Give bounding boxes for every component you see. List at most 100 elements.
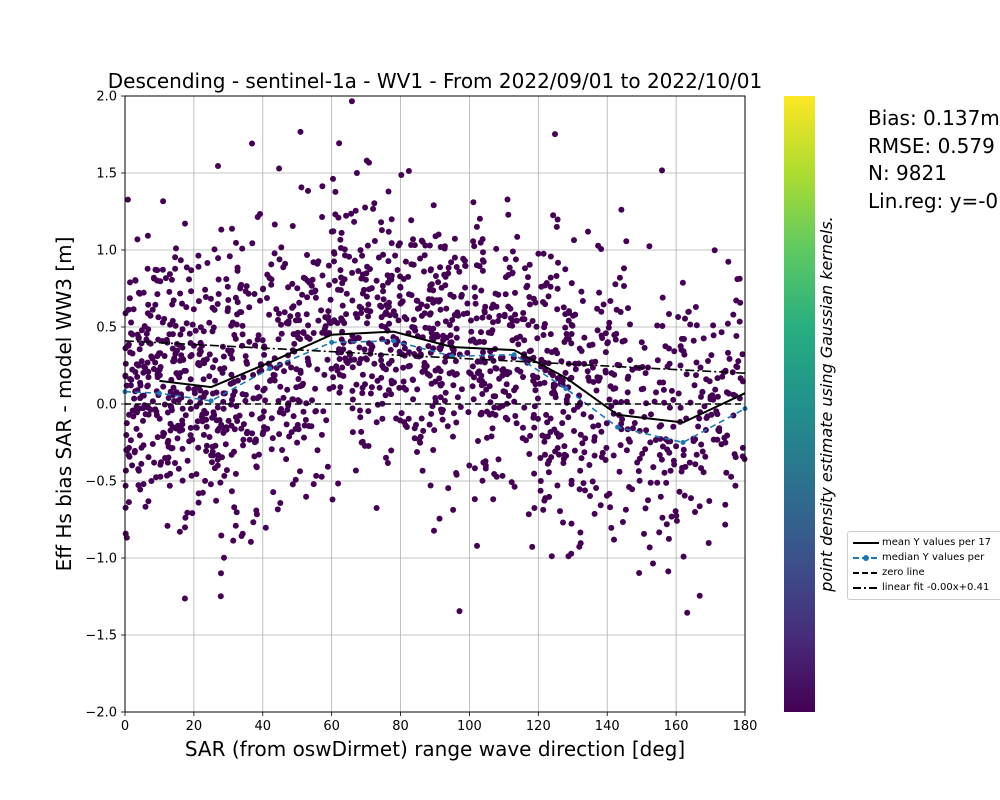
scatter-point	[405, 273, 412, 280]
scatter-point	[468, 328, 475, 335]
scatter-point	[234, 264, 241, 271]
scatter-point	[138, 358, 145, 365]
scatter-point	[568, 280, 575, 287]
y-axis-label: Eff Hs bias SAR - model WW3 [m]	[52, 237, 76, 572]
scatter-point	[251, 439, 258, 446]
scatter-point	[384, 460, 391, 466]
scatter-point	[426, 311, 433, 318]
scatter-point	[702, 453, 709, 460]
scatter-point	[560, 519, 566, 526]
scatter-point	[428, 380, 435, 387]
scatter-point	[305, 361, 312, 368]
scatter-point	[527, 347, 534, 354]
scatter-point	[250, 372, 257, 378]
scatter-point	[248, 411, 255, 418]
scatter-point	[330, 175, 336, 182]
scatter-point	[237, 309, 243, 316]
scatter-point	[432, 273, 439, 279]
scatter-point	[177, 370, 184, 377]
scatter-point	[693, 372, 699, 379]
series-line-3	[124, 340, 746, 374]
scatter-point	[197, 395, 204, 402]
scatter-point	[280, 410, 287, 417]
scatter-point	[158, 459, 165, 466]
y-axis-ticks: −2.0 −1.5 −1.0 −0.5 0.0 0.5 1.0 1.5 2.0	[85, 90, 125, 721]
scatter-point	[149, 398, 156, 405]
scatter-point	[548, 553, 555, 560]
scatter-point	[716, 428, 723, 435]
scatter-point	[678, 335, 685, 342]
scatter-point	[617, 442, 624, 449]
scatter-point	[469, 383, 476, 390]
scatter-point	[314, 447, 321, 454]
scatter-point	[417, 433, 424, 440]
scatter-point	[647, 479, 654, 486]
scatter-point	[642, 505, 649, 512]
scatter-point	[364, 320, 370, 327]
scatter-point	[453, 419, 460, 426]
scatter-point	[552, 131, 558, 138]
scatter-point	[337, 267, 344, 274]
scatter-point	[361, 346, 368, 353]
scatter-point	[700, 335, 707, 342]
scatter-point	[301, 434, 307, 441]
scatter-point	[505, 392, 512, 399]
scatter-point	[232, 470, 239, 477]
scatter-point	[177, 331, 184, 338]
scatter-point	[586, 462, 593, 468]
scatter-point	[137, 379, 144, 386]
scatter-point	[526, 294, 533, 300]
scatter-point	[486, 314, 493, 321]
scatter-point	[402, 258, 409, 265]
scatter-point	[154, 374, 161, 381]
x-tick-label: 120	[526, 719, 551, 734]
scatter-point	[582, 435, 589, 442]
scatter-point	[214, 462, 221, 469]
scatter-point	[161, 430, 168, 437]
scatter-point	[641, 344, 648, 351]
scatter-point	[503, 381, 510, 388]
scatter-point	[603, 420, 610, 427]
scatter-point	[298, 184, 305, 191]
scatter-point	[682, 463, 689, 470]
scatter-point	[148, 478, 155, 484]
scatter-point	[696, 592, 703, 599]
scatter-point	[232, 294, 239, 301]
scatter-point	[519, 435, 526, 442]
scatter-point	[196, 362, 203, 369]
scatter-point	[606, 490, 613, 497]
scatter-point	[328, 365, 335, 372]
scatter-point	[186, 330, 193, 337]
scatter-point	[602, 367, 609, 374]
scatter-point	[327, 320, 334, 327]
scatter-point	[530, 372, 536, 379]
scatter-point	[458, 293, 465, 300]
scatter-point	[607, 298, 614, 304]
scatter-point	[278, 406, 285, 412]
scatter-point	[691, 382, 698, 389]
scatter-point	[438, 409, 445, 416]
scatter-point	[184, 509, 191, 516]
scatter-point	[276, 431, 283, 438]
scatter-point	[714, 375, 721, 382]
scatter-point	[186, 438, 193, 445]
scatter-point	[218, 532, 225, 539]
scatter-point	[504, 416, 511, 423]
scatter-point	[598, 428, 605, 435]
scatter-point	[338, 274, 345, 281]
scatter-point	[511, 483, 518, 490]
scatter-point	[309, 276, 316, 283]
scatter-point	[710, 332, 717, 339]
scatter-point	[599, 449, 606, 456]
scatter-point	[189, 321, 196, 328]
scatter-point	[234, 418, 241, 424]
scatter-point	[581, 334, 588, 341]
scatter-point	[687, 321, 694, 328]
scatter-point	[550, 384, 557, 391]
scatter-point	[619, 416, 626, 423]
scatter-point	[722, 439, 729, 446]
scatter-point	[541, 497, 548, 504]
scatter-point	[351, 257, 358, 264]
scatter-point	[208, 452, 215, 459]
scatter-point	[335, 286, 341, 293]
